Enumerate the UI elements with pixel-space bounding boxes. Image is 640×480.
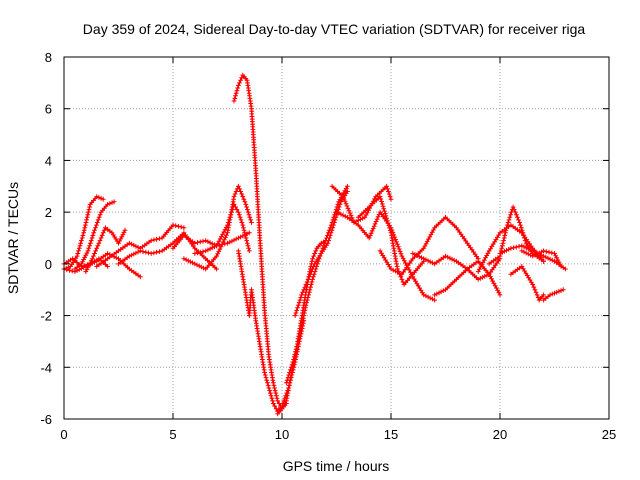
y-tick-label: -6: [40, 412, 52, 427]
x-tick-label: 20: [493, 427, 507, 442]
y-tick-label: -2: [40, 309, 52, 324]
y-tick-label: -4: [40, 360, 52, 375]
series-markers: [181, 183, 254, 272]
y-tick-label: 8: [45, 50, 52, 65]
x-tick-label: 0: [60, 427, 67, 442]
series-arc-18: [355, 194, 427, 287]
series-arc-15: [292, 189, 350, 318]
data-traces: [61, 72, 568, 417]
series-arc-10: [181, 183, 254, 272]
series-arc-23: [486, 204, 546, 267]
series-markers: [432, 258, 503, 298]
series-arc-19: [377, 214, 481, 277]
series-arc-22: [475, 222, 546, 274]
y-tick-label: 2: [45, 205, 52, 220]
series-arc-12: [231, 72, 289, 412]
series-line: [237, 250, 305, 413]
x-tick-label: 25: [602, 427, 616, 442]
grid: [64, 57, 609, 419]
x-tick-label: 15: [384, 427, 398, 442]
series-markers: [508, 264, 546, 303]
series-arc-2: [72, 199, 117, 272]
axis-ticks: 0 5 10 15 20 25 -6 -4 -2 0 2 4 6 8: [40, 50, 616, 442]
chart-title: Day 359 of 2024, Sidereal Day-to-day VTE…: [83, 21, 586, 37]
series-arc-9: [192, 202, 252, 256]
y-tick-label: 4: [45, 153, 52, 168]
x-tick-label: 5: [169, 427, 176, 442]
series-arc-20: [410, 251, 503, 282]
series-markers: [541, 287, 566, 303]
series-markers: [94, 222, 187, 269]
series-markers: [231, 72, 289, 412]
series-markers: [192, 202, 252, 256]
series-markers: [486, 204, 546, 267]
series-markers: [236, 248, 307, 414]
series-arc-27: [541, 287, 566, 303]
series-arc-26: [519, 248, 564, 269]
x-tick-label: 10: [275, 427, 289, 442]
y-axis-label: SDTVAR / TECUs: [5, 182, 21, 294]
series-arc-11: [236, 248, 307, 414]
y-tick-label: 6: [45, 102, 52, 117]
x-axis-label: GPS time / hours: [283, 458, 390, 474]
y-tick-label: 0: [45, 257, 52, 272]
plot-frame: [63, 56, 610, 420]
series-arc-6: [94, 222, 187, 269]
series-markers: [519, 248, 564, 269]
series-markers: [377, 214, 481, 277]
series-markers: [292, 189, 350, 318]
series-arc-25: [508, 264, 546, 303]
series-markers: [72, 199, 117, 272]
series-markers: [410, 251, 503, 282]
series-arc-21: [432, 258, 503, 298]
series-markers: [355, 194, 427, 287]
